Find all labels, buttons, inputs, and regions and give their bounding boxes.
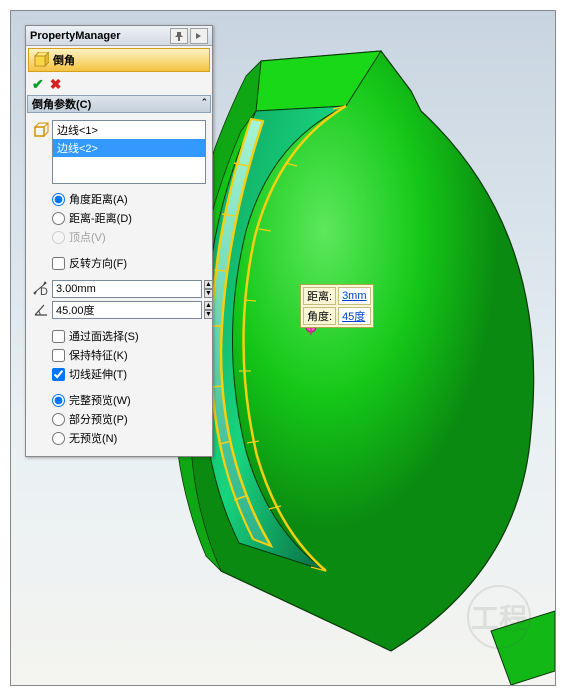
distance-input[interactable]: [52, 280, 202, 298]
spin-down-icon[interactable]: ▼: [204, 289, 213, 298]
distance-icon: D: [32, 280, 50, 298]
list-item[interactable]: 边线<2>: [53, 139, 205, 157]
panel-titlebar[interactable]: PropertyManager: [26, 26, 212, 46]
edge-select-icon: [32, 122, 50, 140]
radio-no-preview[interactable]: 无预览(N): [32, 429, 206, 447]
dimension-callout[interactable]: 距离: 3mm 角度: 45度: [300, 284, 374, 328]
pushpin-icon[interactable]: [170, 28, 188, 44]
panel-title: PropertyManager: [30, 30, 168, 42]
radio-input: [52, 231, 65, 244]
check-tangent-prop[interactable]: 切线延伸(T): [32, 365, 206, 383]
section-header-params[interactable]: 倒角参数(C) ˆ: [27, 95, 211, 113]
edge-listbox[interactable]: 边线<1> 边线<2>: [52, 120, 206, 184]
radio-vertex: 顶点(V): [32, 228, 206, 246]
radio-input[interactable]: [52, 413, 65, 426]
app-frame: 距离: 3mm 角度: 45度 工程 PropertyManager 倒角 ✔ …: [10, 10, 556, 686]
section-title: 倒角参数(C): [32, 96, 91, 112]
chamfer-icon: [33, 52, 49, 68]
checkbox-input[interactable]: [52, 349, 65, 362]
callout-angle-value[interactable]: 45度: [338, 307, 370, 325]
check-through-face[interactable]: 通过面选择(S): [32, 327, 206, 345]
radio-distance-distance[interactable]: 距离-距离(D): [32, 209, 206, 227]
angle-spinner[interactable]: ▲ ▼: [204, 301, 213, 319]
ok-icon[interactable]: ✔: [32, 76, 44, 93]
feature-header: 倒角: [28, 48, 210, 72]
check-keep-feature[interactable]: 保持特征(K): [32, 346, 206, 364]
next-icon[interactable]: [190, 28, 208, 44]
confirm-row: ✔ ✖: [26, 74, 212, 94]
angle-icon: [32, 301, 50, 319]
cancel-icon[interactable]: ✖: [50, 76, 62, 93]
collapse-icon[interactable]: ˆ: [202, 98, 206, 110]
radio-input[interactable]: [52, 432, 65, 445]
radio-input[interactable]: [52, 193, 65, 206]
section-body: 边线<1> 边线<2> 角度距离(A) 距离-距离(D) 顶点(V) 反转方向(…: [26, 114, 212, 456]
callout-distance-label: 距离:: [303, 287, 336, 305]
list-item[interactable]: 边线<1>: [53, 121, 205, 139]
distance-input-row: D ▲ ▼: [32, 280, 206, 298]
callout-distance-value[interactable]: 3mm: [338, 287, 370, 305]
checkbox-input[interactable]: [52, 257, 65, 270]
radio-input[interactable]: [52, 212, 65, 225]
angle-input[interactable]: [52, 301, 202, 319]
property-manager-panel: PropertyManager 倒角 ✔ ✖ 倒角参数(C) ˆ 边: [25, 25, 213, 457]
check-reverse[interactable]: 反转方向(F): [32, 254, 206, 272]
spin-up-icon[interactable]: ▲: [204, 280, 213, 289]
radio-partial-preview[interactable]: 部分预览(P): [32, 410, 206, 428]
spin-down-icon[interactable]: ▼: [204, 310, 213, 319]
angle-input-row: ▲ ▼: [32, 301, 206, 319]
watermark: 工程: [467, 585, 531, 649]
distance-spinner[interactable]: ▲ ▼: [204, 280, 213, 298]
feature-name: 倒角: [53, 52, 75, 68]
radio-input[interactable]: [52, 394, 65, 407]
radio-angle-distance[interactable]: 角度距离(A): [32, 190, 206, 208]
checkbox-input[interactable]: [52, 330, 65, 343]
spin-up-icon[interactable]: ▲: [204, 301, 213, 310]
callout-angle-label: 角度:: [303, 307, 336, 325]
radio-full-preview[interactable]: 完整预览(W): [32, 391, 206, 409]
svg-text:D: D: [40, 286, 48, 298]
checkbox-input[interactable]: [52, 368, 65, 381]
